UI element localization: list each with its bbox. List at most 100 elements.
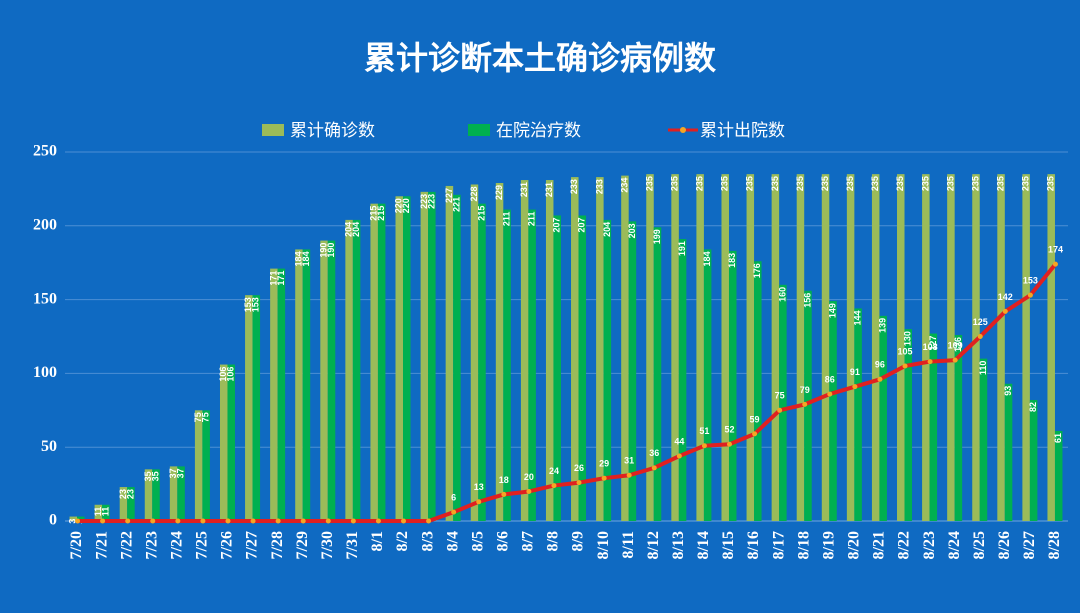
value-label: 235 xyxy=(870,176,880,191)
legend-label: 累计出院数 xyxy=(700,121,785,141)
bar xyxy=(77,516,85,521)
value-label: 229 xyxy=(494,185,504,200)
value-label: 171 xyxy=(276,271,286,286)
legend-marker xyxy=(680,127,686,133)
bar xyxy=(302,249,311,521)
value-label: 235 xyxy=(995,176,1005,191)
line-marker xyxy=(476,499,482,505)
value-label: 220 xyxy=(401,198,411,213)
value-label: 23 xyxy=(125,489,135,499)
x-tick-label: 8/23 xyxy=(921,531,938,559)
line-marker xyxy=(676,453,682,459)
value-label: 37 xyxy=(176,468,186,478)
value-label: 207 xyxy=(552,217,562,232)
line-marker xyxy=(451,509,457,515)
bar xyxy=(653,227,662,521)
line-marker xyxy=(852,384,858,390)
x-tick-label: 7/24 xyxy=(169,531,186,559)
value-label: 183 xyxy=(727,253,737,268)
value-label: 235 xyxy=(695,176,705,191)
x-tick-label: 7/28 xyxy=(269,531,286,559)
value-label: 6 xyxy=(451,493,456,503)
bar xyxy=(352,219,361,521)
x-tick-label: 8/7 xyxy=(520,531,537,551)
value-label: 220 xyxy=(394,198,404,213)
bar xyxy=(445,185,454,521)
y-tick-label: 0 xyxy=(49,512,57,529)
value-label: 190 xyxy=(326,243,336,258)
x-tick-label: 7/27 xyxy=(244,531,261,559)
x-tick-label: 8/24 xyxy=(946,531,963,559)
line-marker xyxy=(977,334,983,339)
value-label: 23 xyxy=(118,489,128,499)
x-tick-label: 8/8 xyxy=(545,531,562,551)
line-marker xyxy=(426,518,432,524)
value-label: 235 xyxy=(1046,176,1056,191)
bar xyxy=(270,268,278,521)
value-label: 51 xyxy=(699,426,709,436)
value-label: 153 xyxy=(251,297,261,312)
bar xyxy=(553,215,561,521)
bar xyxy=(571,177,579,522)
value-label: 235 xyxy=(1021,176,1031,191)
value-label: 20 xyxy=(524,472,534,482)
y-tick-label: 100 xyxy=(33,364,57,381)
x-tick-label: 8/16 xyxy=(745,531,762,559)
bar xyxy=(972,174,980,521)
x-tick-label: 8/9 xyxy=(570,531,587,551)
bar xyxy=(746,174,755,521)
value-label: 36 xyxy=(649,448,659,458)
x-tick-label: 8/12 xyxy=(645,531,662,559)
bar xyxy=(603,219,612,521)
bar xyxy=(420,191,429,522)
bar xyxy=(804,290,812,521)
bar xyxy=(194,410,203,521)
value-label: 211 xyxy=(501,212,511,227)
value-label: 184 xyxy=(301,251,311,266)
line-marker xyxy=(225,518,231,524)
bar xyxy=(678,239,687,522)
line-marker xyxy=(576,480,582,486)
value-label: 125 xyxy=(973,317,988,327)
bar xyxy=(728,250,737,521)
value-label: 233 xyxy=(569,179,579,194)
bar xyxy=(320,240,328,521)
value-label: 231 xyxy=(519,182,529,197)
bar xyxy=(245,295,253,521)
x-tick-label: 8/15 xyxy=(720,531,737,559)
value-label: 227 xyxy=(444,188,454,203)
x-tick-label: 8/19 xyxy=(820,531,837,559)
line-marker xyxy=(626,472,632,478)
value-label: 234 xyxy=(619,178,629,193)
bar xyxy=(754,261,762,521)
bar xyxy=(771,174,780,521)
line-marker xyxy=(375,518,381,524)
bar xyxy=(503,209,511,521)
x-tick-label: 8/27 xyxy=(1021,531,1038,559)
line-marker xyxy=(877,376,883,382)
legend-swatch xyxy=(468,124,490,136)
value-label: 235 xyxy=(795,176,805,191)
value-label: 75 xyxy=(201,412,211,422)
value-label: 215 xyxy=(476,206,486,221)
x-tick-label: 8/14 xyxy=(695,531,712,559)
line-marker xyxy=(651,465,657,471)
x-tick-label: 8/10 xyxy=(595,531,612,559)
value-label: 223 xyxy=(419,194,429,209)
bar xyxy=(854,308,862,521)
bar xyxy=(829,301,837,521)
value-label: 13 xyxy=(474,482,484,492)
x-tick-label: 8/1 xyxy=(369,531,386,551)
value-label: 93 xyxy=(1003,386,1013,396)
x-tick-label: 7/20 xyxy=(68,531,85,559)
legend-swatch xyxy=(262,124,284,136)
line-marker xyxy=(777,407,783,413)
bar xyxy=(646,174,654,521)
value-label: 91 xyxy=(850,367,860,377)
line-marker xyxy=(526,488,532,494)
bar xyxy=(127,487,135,521)
value-label: 203 xyxy=(627,223,637,238)
x-tick-label: 8/4 xyxy=(444,531,461,551)
line-marker xyxy=(927,359,933,365)
